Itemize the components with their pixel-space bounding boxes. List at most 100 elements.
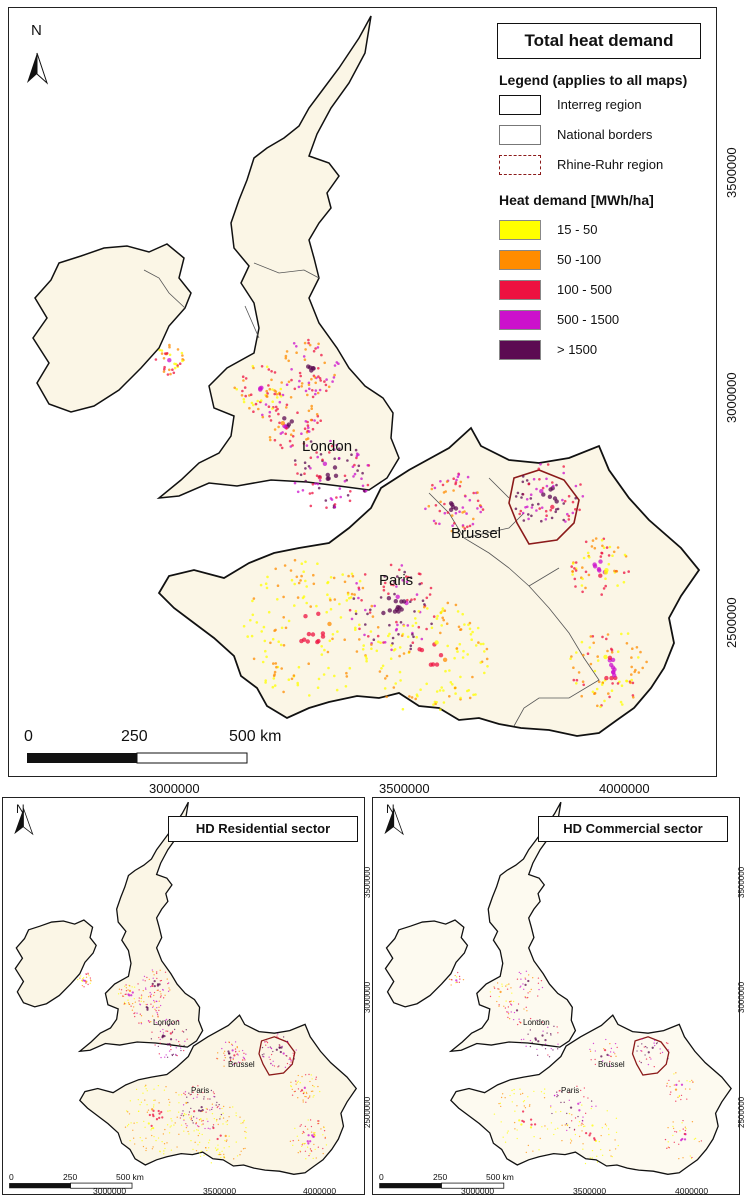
map-title: Total heat demand [497, 23, 701, 59]
heat-point [518, 1018, 520, 1020]
heat-point [164, 1128, 166, 1131]
heat-point [471, 675, 474, 679]
heat-point [161, 1035, 164, 1038]
heat-point [181, 359, 184, 363]
heat-point [500, 1121, 502, 1123]
heat-point [527, 517, 530, 521]
heat-point [616, 1046, 618, 1049]
heat-point [282, 690, 285, 694]
heat-point [178, 1102, 180, 1104]
heat-point [313, 419, 316, 422]
heat-point [296, 1135, 299, 1137]
heat-point [680, 1094, 683, 1097]
heat-point [588, 1134, 591, 1137]
heat-point [223, 1155, 225, 1158]
heat-point [414, 697, 418, 701]
heat-point [117, 993, 120, 995]
heat-point [508, 983, 510, 985]
heat-point [427, 504, 431, 508]
heat-point [610, 648, 614, 652]
x-tick-4000000: 4000000 [303, 1186, 337, 1196]
heat-point [672, 1134, 674, 1137]
heat-point [573, 577, 577, 581]
heat-point [506, 988, 509, 990]
heat-point [686, 1080, 688, 1082]
heat-point [383, 581, 387, 585]
heat-point [366, 464, 370, 467]
heat-point [355, 454, 359, 458]
heat-point [309, 1095, 311, 1097]
heat-point [132, 1129, 134, 1131]
heat-point [77, 978, 79, 981]
heat-point [680, 1098, 682, 1101]
heat-point [329, 607, 333, 611]
heat-point [264, 681, 267, 684]
heat-point [295, 345, 298, 348]
heat-point [240, 1122, 242, 1124]
heat-point [529, 1126, 533, 1129]
heat-point [354, 609, 358, 613]
heat-point [289, 419, 294, 424]
heat-point [273, 371, 277, 374]
heat-point [419, 572, 422, 576]
heat-point [390, 644, 393, 647]
heat-point [229, 1060, 232, 1062]
heat-point [245, 1131, 247, 1134]
heat-point [271, 388, 274, 391]
heat-point [156, 977, 158, 980]
heat-point [616, 546, 620, 549]
heat-point [157, 1045, 160, 1048]
heat-point [591, 539, 595, 542]
heat-point [343, 580, 347, 584]
heat-point [645, 660, 648, 664]
heat-point [127, 999, 129, 1001]
heat-point [227, 1050, 230, 1053]
north-arrow-label: N [31, 22, 42, 39]
heat-point [188, 1111, 191, 1113]
heat-point [290, 1060, 292, 1062]
heat-point [317, 475, 322, 480]
heat-point [271, 1064, 274, 1066]
heat-point [574, 1117, 577, 1119]
heat-point [527, 979, 530, 983]
heat-point [550, 1034, 552, 1036]
heat-point [529, 1118, 533, 1121]
heat-point [150, 1003, 152, 1005]
heat-point [666, 1082, 668, 1085]
heat-point [142, 979, 144, 981]
heat-point [606, 649, 609, 653]
north-arrow-label: N [386, 802, 395, 816]
heat-point [273, 428, 277, 431]
heat-point [689, 1080, 691, 1083]
heat-point [332, 465, 338, 470]
heat-point [570, 1120, 573, 1122]
heat-point [518, 1021, 521, 1023]
heat-point [459, 675, 462, 679]
heat-point [322, 1152, 324, 1155]
heat-point [184, 1093, 186, 1096]
heat-point [442, 657, 448, 662]
heat-point [556, 1026, 558, 1028]
heat-point [150, 1021, 152, 1023]
heat-point [241, 1049, 244, 1052]
heat-point [529, 1017, 532, 1020]
heat-point [442, 618, 446, 622]
heat-point [604, 675, 609, 681]
heat-point [432, 703, 435, 706]
heat-point [512, 1018, 515, 1021]
heat-point [292, 1054, 295, 1057]
heat-point [476, 491, 479, 494]
heat-point [522, 983, 524, 985]
heat-point [308, 343, 312, 347]
heat-point [165, 352, 169, 355]
heat-point [274, 567, 278, 571]
heat-point [277, 1033, 279, 1035]
heat-point [296, 472, 299, 475]
heat-point [581, 590, 584, 594]
heat-point [292, 342, 296, 345]
heat-point [316, 346, 320, 349]
heat-point [523, 1105, 525, 1107]
heat-point [155, 1021, 158, 1024]
heat-point [544, 1125, 546, 1127]
heat-point [479, 510, 483, 514]
